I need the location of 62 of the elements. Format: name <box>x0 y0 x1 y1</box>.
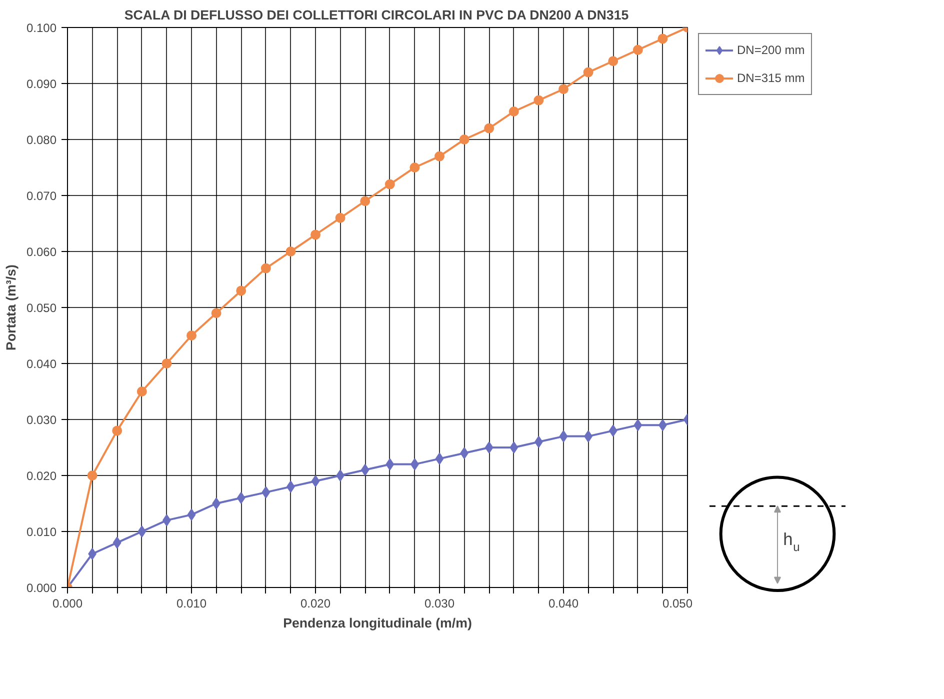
legend-label: DN=315 mm <box>737 71 805 85</box>
point <box>608 56 618 66</box>
point <box>459 134 470 144</box>
y-tick-label: 0.000 <box>26 581 57 595</box>
y-tick-label: 0.070 <box>26 189 57 203</box>
point <box>384 179 395 190</box>
point <box>262 486 270 498</box>
point <box>360 464 370 476</box>
point <box>634 419 642 432</box>
point <box>658 34 668 44</box>
x-tick-label: 0.050 <box>662 596 693 610</box>
point <box>508 106 519 116</box>
point <box>212 498 220 510</box>
x-tick-label: 0.030 <box>424 596 455 610</box>
point <box>162 358 172 368</box>
x-tick-label: 0.000 <box>52 596 83 610</box>
point <box>236 492 246 504</box>
y-tick-label: 0.080 <box>26 133 57 147</box>
point <box>87 470 98 480</box>
y-tick-label: 0.090 <box>26 77 57 91</box>
y-tick-label: 0.050 <box>26 301 57 315</box>
point <box>187 508 196 521</box>
x-tick-label: 0.040 <box>548 596 579 610</box>
point <box>558 84 568 94</box>
point <box>434 151 444 162</box>
point <box>112 426 122 436</box>
point <box>211 308 222 318</box>
point <box>484 123 494 134</box>
y-axis-title: Portata (m³/s) <box>3 264 18 350</box>
point <box>138 526 146 538</box>
point <box>534 95 544 106</box>
y-tick-label: 0.010 <box>26 525 57 539</box>
y-tick-label: 0.030 <box>26 413 57 427</box>
point <box>559 430 568 442</box>
point <box>286 246 296 256</box>
point <box>335 212 346 223</box>
point <box>410 162 420 172</box>
point <box>136 386 147 396</box>
point <box>386 458 394 470</box>
y-tick-label: 0.100 <box>26 21 57 35</box>
point <box>310 230 320 240</box>
point <box>236 286 246 296</box>
y-tick-label: 0.040 <box>26 357 57 371</box>
point <box>608 424 618 437</box>
x-axis-title: Pendenza longitudinale (m/m) <box>283 616 472 630</box>
point <box>484 442 494 454</box>
y-tick-label: 0.060 <box>26 245 57 259</box>
point <box>510 442 518 454</box>
point <box>112 536 122 549</box>
point <box>632 44 643 55</box>
x-tick-label: 0.020 <box>300 596 331 610</box>
point <box>260 263 271 274</box>
x-tick-label: 0.010 <box>176 596 207 610</box>
point <box>435 452 444 465</box>
y-tick-label: 0.020 <box>26 469 57 483</box>
legend-label: DN=200 mm <box>737 43 805 57</box>
point <box>336 470 344 482</box>
chart-title: SCALA DI DEFLUSSO DEI COLLETTORI CIRCOLARI IN PVC DA DN200 A DN315 <box>124 8 630 22</box>
point <box>360 196 370 206</box>
point <box>583 67 594 78</box>
point <box>186 330 196 340</box>
point <box>311 475 320 488</box>
